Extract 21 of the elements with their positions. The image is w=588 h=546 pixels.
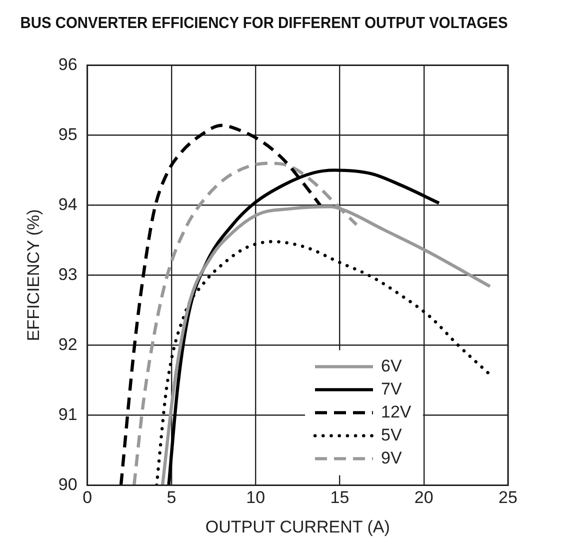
x-tick-label: 20 (414, 488, 434, 508)
legend-label: 12V (381, 402, 412, 422)
y-axis-title: EFFICIENCY (%) (24, 209, 43, 342)
y-tick-label: 91 (58, 404, 78, 424)
chart-title: BUS CONVERTER EFFICIENCY FOR DIFFERENT OUTPUT VOLTAGES (20, 14, 508, 32)
legend-label: 6V (381, 356, 402, 376)
legend-label: 7V (381, 379, 402, 398)
x-tick-label: 10 (246, 488, 266, 508)
y-tick-label: 93 (58, 264, 78, 284)
legend-label: 9V (381, 448, 402, 468)
x-tick-label: 25 (498, 488, 518, 508)
y-tick-label: 92 (58, 334, 78, 354)
x-axis-title: OUTPUT CURRENT (A) (205, 517, 390, 536)
y-tick-label: 90 (58, 474, 78, 494)
x-tick-label: 0 (82, 488, 92, 508)
legend-label: 5V (381, 425, 402, 444)
x-tick-label: 15 (330, 488, 350, 508)
y-tick-label: 95 (58, 124, 78, 144)
y-tick-label: 94 (58, 194, 78, 214)
y-tick-label: 96 (58, 54, 78, 74)
x-tick-label: 5 (166, 488, 176, 508)
